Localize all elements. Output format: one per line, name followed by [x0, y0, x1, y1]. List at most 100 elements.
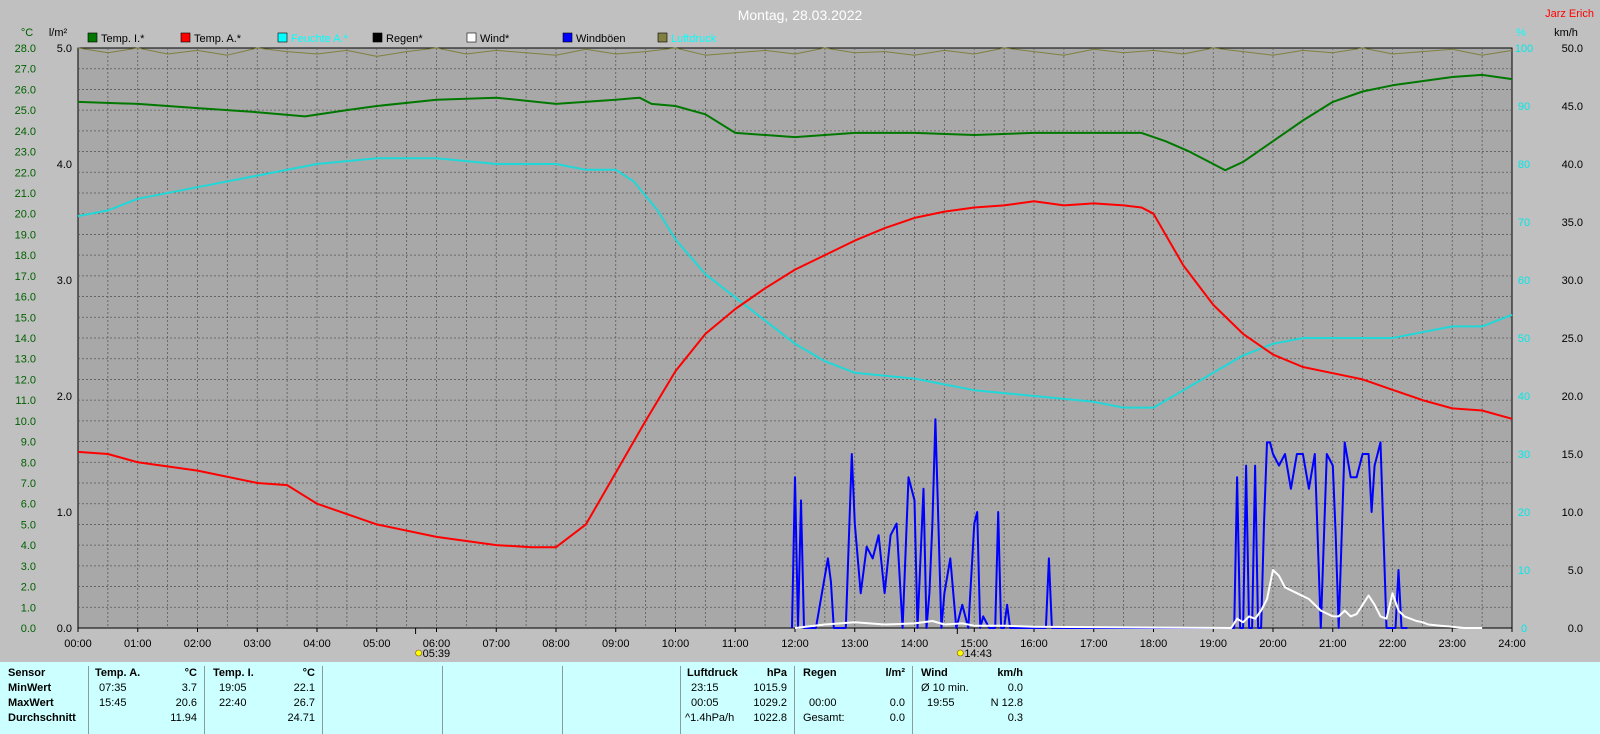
temp-tick-label: 19.0 [15, 229, 36, 241]
sunset-icon [957, 649, 964, 657]
temp-a-avg: 11.94 [170, 712, 197, 724]
temp-tick-label: 1.0 [21, 602, 36, 614]
temp-a-unit: °C [184, 667, 197, 679]
temp-i-max: 26.7 [293, 697, 315, 709]
series-line-wind [794, 569, 1483, 629]
x-tick-label: 00:00 [64, 638, 92, 650]
temp-tick-label: 2.0 [21, 582, 36, 594]
temp-tick-label: 11.0 [15, 395, 36, 407]
row-label-max: MaxWert [8, 697, 54, 709]
x-tick-label: 03:00 [243, 638, 271, 650]
legend-label: Temp. A.* [194, 33, 242, 45]
legend-label: Luftdruck [671, 33, 717, 45]
luftdruck-avg: 1022.8 [753, 712, 787, 724]
temp-a-max-time: 15:45 [99, 697, 127, 709]
x-tick-label: 11:00 [722, 638, 749, 650]
temp-i-unit: °C [302, 667, 315, 679]
humidity-tick-label: 80 [1518, 159, 1530, 171]
temp-i-min-time: 19:05 [219, 682, 247, 694]
temp-tick-label: 0.0 [21, 623, 36, 635]
wind-tick-label: 45.0 [1562, 101, 1583, 113]
temp-tick-label: 20.0 [15, 209, 36, 221]
temp-a-min: 3.7 [181, 682, 197, 694]
wind-header: Wind [921, 667, 948, 679]
regen-total: 0.0 [889, 712, 905, 724]
humidity-tick-label: 60 [1518, 275, 1530, 287]
temp-tick-label: 3.0 [21, 561, 36, 573]
regen-total-label: Gesamt: [803, 712, 845, 724]
x-tick-label: 16:00 [1020, 638, 1048, 650]
temp-tick-label: 22.0 [15, 167, 36, 179]
wind-min-label: Ø 10 min. [921, 682, 969, 694]
wind-tick-label: 30.0 [1562, 275, 1583, 287]
wind-tick-label: 50.0 [1562, 43, 1583, 55]
x-tick-label: 13:00 [841, 638, 869, 650]
chart-title: Montag, 28.03.2022 [738, 7, 863, 23]
temp-tick-label: 23.0 [15, 147, 36, 159]
humidity-tick-label: 100 [1515, 43, 1533, 55]
temp-tick-label: 13.0 [15, 354, 36, 366]
wind-tick-label: 5.0 [1568, 565, 1583, 577]
stats-col-empty-2 [442, 666, 563, 734]
x-tick-label: 12:00 [781, 638, 809, 650]
wind-tick-label: 35.0 [1562, 217, 1583, 229]
luftdruck-min: 1015.9 [753, 682, 787, 694]
stats-col-empty-3 [562, 666, 681, 734]
legend-swatch [657, 32, 668, 43]
x-tick-label: 19:00 [1199, 638, 1227, 650]
rain-tick-label: 4.0 [57, 159, 72, 171]
wind-tick-label: 20.0 [1562, 391, 1583, 403]
temp-tick-label: 18.0 [15, 250, 36, 262]
wind-tick-label: 40.0 [1562, 159, 1583, 171]
x-tick-label: 17:00 [1080, 638, 1108, 650]
humidity-tick-label: 10 [1518, 565, 1530, 577]
sunrise-label: 05:39 [423, 648, 451, 660]
regen-max-time: 00:00 [809, 697, 837, 709]
row-label-avg: Durchschnitt [8, 712, 76, 724]
x-tick-label: 08:00 [542, 638, 570, 650]
temp-tick-label: 26.0 [15, 84, 36, 96]
legend-swatch [277, 32, 288, 43]
humidity-tick-label: 40 [1518, 391, 1530, 403]
legend-label: Feuchte A.* [291, 33, 349, 45]
sunrise-icon [415, 649, 422, 657]
stats-col-regen: Regen l/m² 00:00 0.0 Gesamt: 0.0 [794, 666, 913, 734]
stats-col-empty-1 [322, 666, 443, 734]
wind-avg: 0.3 [1007, 712, 1023, 724]
author-label: Jarz Erich [1545, 8, 1594, 20]
regen-header: Regen [803, 667, 837, 679]
regen-max: 0.0 [889, 697, 905, 709]
luftdruck-max: 1029.2 [753, 697, 787, 709]
wind-tick-label: 25.0 [1562, 333, 1583, 345]
temp-tick-label: 10.0 [15, 416, 36, 428]
x-tick-label: 02:00 [184, 638, 212, 650]
humidity-tick-label: 70 [1518, 217, 1530, 229]
x-tick-label: 18:00 [1140, 638, 1168, 650]
luftdruck-max-time: 00:05 [691, 697, 719, 709]
legend: Temp. I.* Temp. A.* Feuchte A.* Regen* Wind*… [87, 32, 717, 45]
humidity-tick-label: 50 [1518, 333, 1530, 345]
temp-unit-label: °C [21, 27, 33, 39]
legend-item: Windböen [562, 32, 626, 45]
stats-col-temp-i: Temp. I. °C 19:05 22.1 22:40 26.7 24.71 [204, 666, 323, 734]
temp-tick-label: 7.0 [21, 478, 36, 490]
weather-chart: Montag, 28.03.2022 Jarz Erich °C l/m² % … [15, 7, 1594, 660]
row-label-min: MinWert [8, 682, 52, 694]
x-tick-label: 21:00 [1319, 638, 1347, 650]
humidity-tick-label: 30 [1518, 449, 1530, 461]
wind-tick-label: 15.0 [1562, 449, 1583, 461]
legend-item: Feuchte A.* [277, 32, 349, 45]
legend-item: Temp. I.* [87, 32, 145, 45]
temp-tick-label: 27.0 [15, 64, 36, 76]
temp-tick-label: 28.0 [15, 43, 36, 55]
humidity-unit-label: % [1516, 27, 1526, 39]
rain-tick-label: 3.0 [57, 275, 72, 287]
series-line-windböen [791, 418, 1408, 629]
legend-label: Windböen [576, 33, 626, 45]
rain-tick-label: 5.0 [57, 43, 72, 55]
legend-swatch [180, 32, 191, 43]
legend-swatch [372, 32, 383, 43]
temp-tick-label: 5.0 [21, 519, 36, 531]
legend-swatch [466, 32, 477, 43]
x-tick-label: 10:00 [662, 638, 690, 650]
